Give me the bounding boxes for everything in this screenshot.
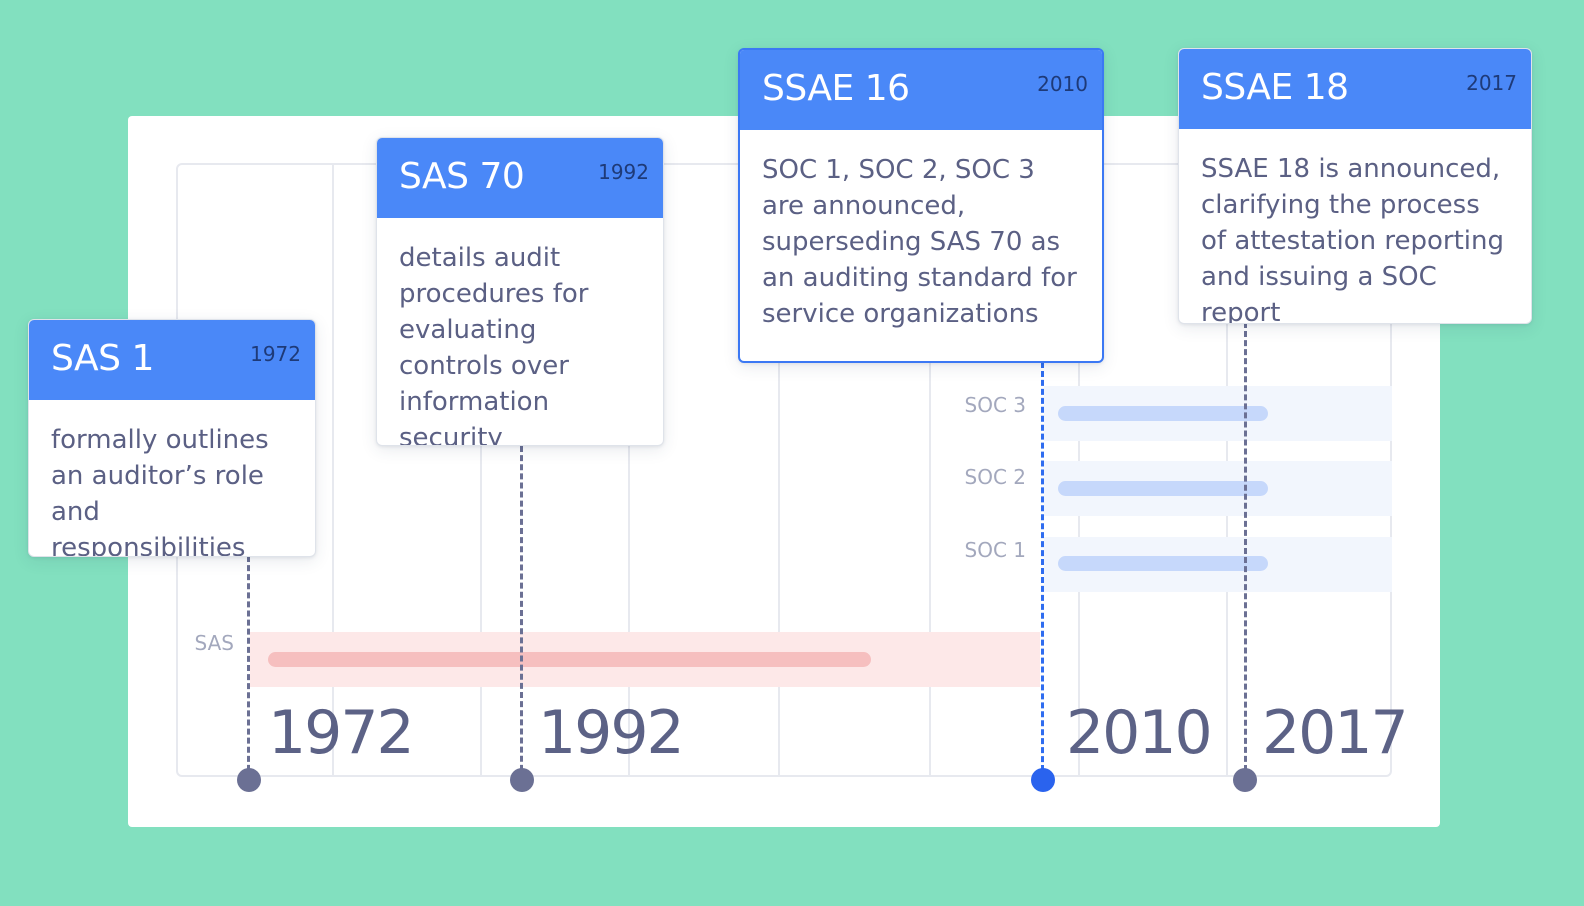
card-description: details audit procedures for evaluating … <box>399 243 589 446</box>
card-year: 1992 <box>598 160 649 184</box>
year-label-2017: 2017 <box>1262 698 1409 768</box>
event-card-ssae18[interactable]: SSAE 18 2017 SSAE 18 is announced, clari… <box>1178 48 1532 324</box>
grid-line <box>778 163 780 777</box>
soc3-bar <box>1058 406 1268 421</box>
timeline-marker-2010[interactable] <box>1031 768 1055 792</box>
event-card-ssae16[interactable]: SSAE 16 2010 SOC 1, SOC 2, SOC 3 are ann… <box>738 48 1104 363</box>
card-year: 2010 <box>1037 72 1088 96</box>
connector-line-2010 <box>1041 362 1044 780</box>
connector-line-1992 <box>520 446 523 780</box>
event-card-sas70[interactable]: SAS 70 1992 details audit procedures for… <box>376 137 664 446</box>
soc1-bar <box>1058 556 1268 571</box>
card-year: 2017 <box>1466 71 1517 95</box>
soc3-row-label: SOC 3 <box>964 393 1026 417</box>
sas-row-label: SAS <box>194 631 234 655</box>
card-year: 1972 <box>250 342 301 366</box>
year-label-1992: 1992 <box>538 698 685 768</box>
grid-line <box>929 163 931 777</box>
timeline-marker-2017[interactable] <box>1233 768 1257 792</box>
grid-line <box>480 163 482 777</box>
grid-line <box>332 163 334 777</box>
card-description: SSAE 18 is announced, clarifying the pro… <box>1201 154 1504 324</box>
card-header: SAS 70 1992 <box>377 138 663 218</box>
sas-bar <box>268 652 871 667</box>
card-header: SSAE 16 2010 <box>740 50 1102 130</box>
timeline-marker-1992[interactable] <box>510 768 534 792</box>
connector-line-2017 <box>1244 322 1247 780</box>
card-header: SAS 1 1972 <box>29 320 315 400</box>
year-label-2010: 2010 <box>1066 698 1213 768</box>
card-title: SSAE 16 <box>762 68 910 109</box>
soc2-bar <box>1058 481 1268 496</box>
card-title: SAS 70 <box>399 156 525 197</box>
soc2-row-label: SOC 2 <box>964 465 1026 489</box>
card-description: formally outlines an auditor’s role and … <box>51 425 269 557</box>
grid-line <box>628 163 630 777</box>
soc1-row-label: SOC 1 <box>964 538 1026 562</box>
timeline-marker-1972[interactable] <box>237 768 261 792</box>
year-label-1972: 1972 <box>268 698 415 768</box>
connector-line-1972 <box>247 556 250 780</box>
event-card-sas1[interactable]: SAS 1 1972 formally outlines an auditor’… <box>28 319 316 557</box>
card-header: SSAE 18 2017 <box>1179 49 1531 129</box>
card-description: SOC 1, SOC 2, SOC 3 are announced, super… <box>762 155 1077 329</box>
card-title: SSAE 18 <box>1201 67 1349 108</box>
card-title: SAS 1 <box>51 338 154 379</box>
